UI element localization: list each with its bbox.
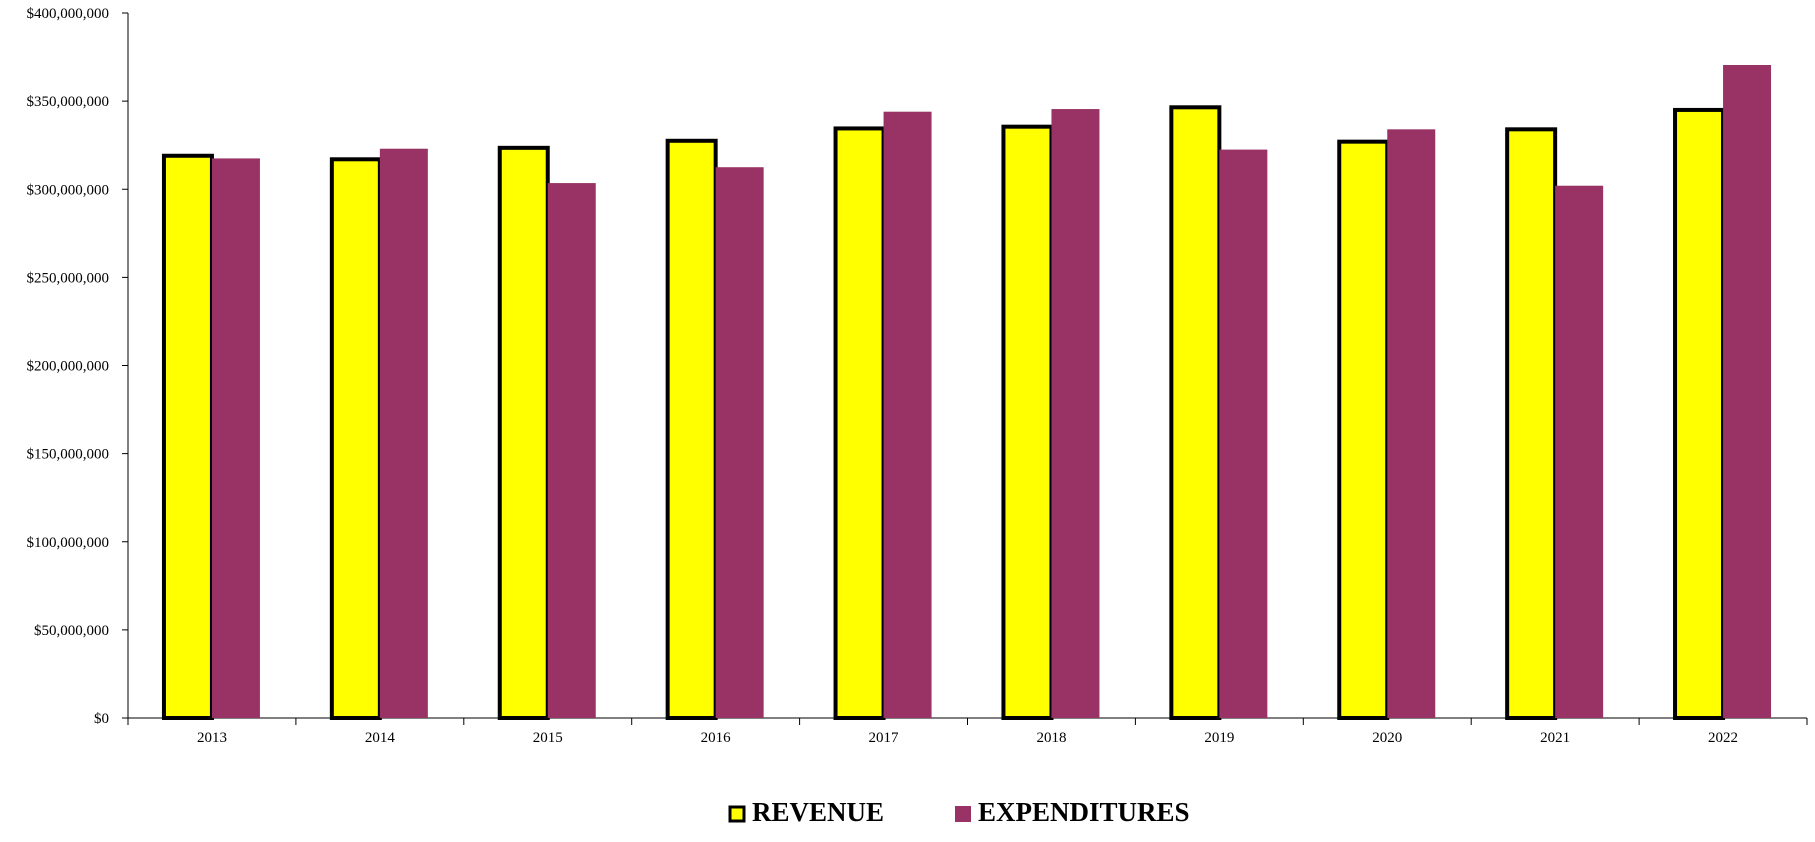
revenue-bar bbox=[665, 138, 718, 720]
y-tick-label: $250,000,000 bbox=[27, 270, 110, 286]
x-tick-label: 2020 bbox=[1372, 730, 1402, 746]
legend-swatch-revenue bbox=[728, 805, 746, 823]
revenue-bar bbox=[1673, 107, 1726, 720]
expenditures-bar bbox=[211, 158, 260, 718]
x-tick-label: 2017 bbox=[869, 730, 900, 746]
revenue-bar bbox=[1001, 124, 1054, 720]
expenditures-bar bbox=[1723, 64, 1772, 718]
revenue-bar bbox=[833, 126, 886, 721]
x-tick-label: 2022 bbox=[1708, 730, 1738, 746]
y-axis: $0 $50,000,000 $100,000,000 $150,000,000 $20… bbox=[27, 6, 129, 727]
x-tick-label: 2019 bbox=[1204, 730, 1234, 746]
expenditures-bar bbox=[883, 111, 932, 718]
bars-group bbox=[161, 64, 1772, 721]
y-tick-label: $300,000,000 bbox=[27, 182, 110, 198]
y-tick-label: $100,000,000 bbox=[27, 535, 110, 551]
expenditures-bar bbox=[547, 183, 596, 719]
expenditures-bar bbox=[1051, 109, 1100, 718]
revenue-bar bbox=[497, 145, 550, 721]
y-tick-label: $200,000,000 bbox=[27, 359, 110, 375]
legend-label-expenditures: EXPENDITURES bbox=[978, 797, 1190, 827]
legend: REVENUE EXPENDITURES bbox=[728, 797, 1190, 827]
x-axis: 2013 2014 2015 2016 2017 2018 2019 2020 2021 2022 bbox=[127, 717, 1808, 746]
x-tick-label: 2021 bbox=[1540, 730, 1570, 746]
x-tick-label: 2015 bbox=[533, 730, 563, 746]
expenditures-bar bbox=[1555, 185, 1604, 719]
revenue-bar bbox=[161, 153, 214, 720]
expenditures-bar bbox=[715, 167, 764, 718]
revenue-bar bbox=[329, 157, 382, 721]
x-tick-label: 2018 bbox=[1036, 730, 1066, 746]
y-tick-label: $50,000,000 bbox=[34, 623, 109, 639]
x-tick-label: 2014 bbox=[365, 730, 396, 746]
expenditures-bar bbox=[1219, 149, 1268, 718]
y-tick-label: $350,000,000 bbox=[27, 94, 110, 110]
legend-label-revenue: REVENUE bbox=[752, 797, 884, 827]
x-tick-label: 2016 bbox=[701, 730, 732, 746]
revenue-bar bbox=[1169, 105, 1222, 720]
y-tick-label: $0 bbox=[94, 711, 109, 727]
revenue-bar bbox=[1337, 139, 1390, 721]
y-tick-label: $150,000,000 bbox=[27, 447, 110, 463]
legend-swatch-expenditures bbox=[955, 806, 971, 822]
x-tick-label: 2013 bbox=[197, 730, 227, 746]
revenue-bar bbox=[1505, 127, 1558, 720]
expenditures-bar bbox=[1387, 129, 1436, 718]
y-tick-label: $400,000,000 bbox=[27, 6, 110, 22]
expenditures-bar bbox=[379, 148, 428, 718]
